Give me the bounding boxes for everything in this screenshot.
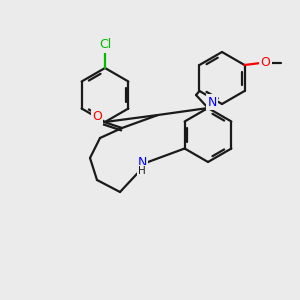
- Text: N: N: [207, 95, 217, 109]
- Text: O: O: [92, 110, 102, 124]
- Text: Cl: Cl: [99, 38, 111, 52]
- Text: H: H: [138, 166, 146, 176]
- Text: N: N: [137, 157, 147, 169]
- Text: O: O: [261, 56, 271, 70]
